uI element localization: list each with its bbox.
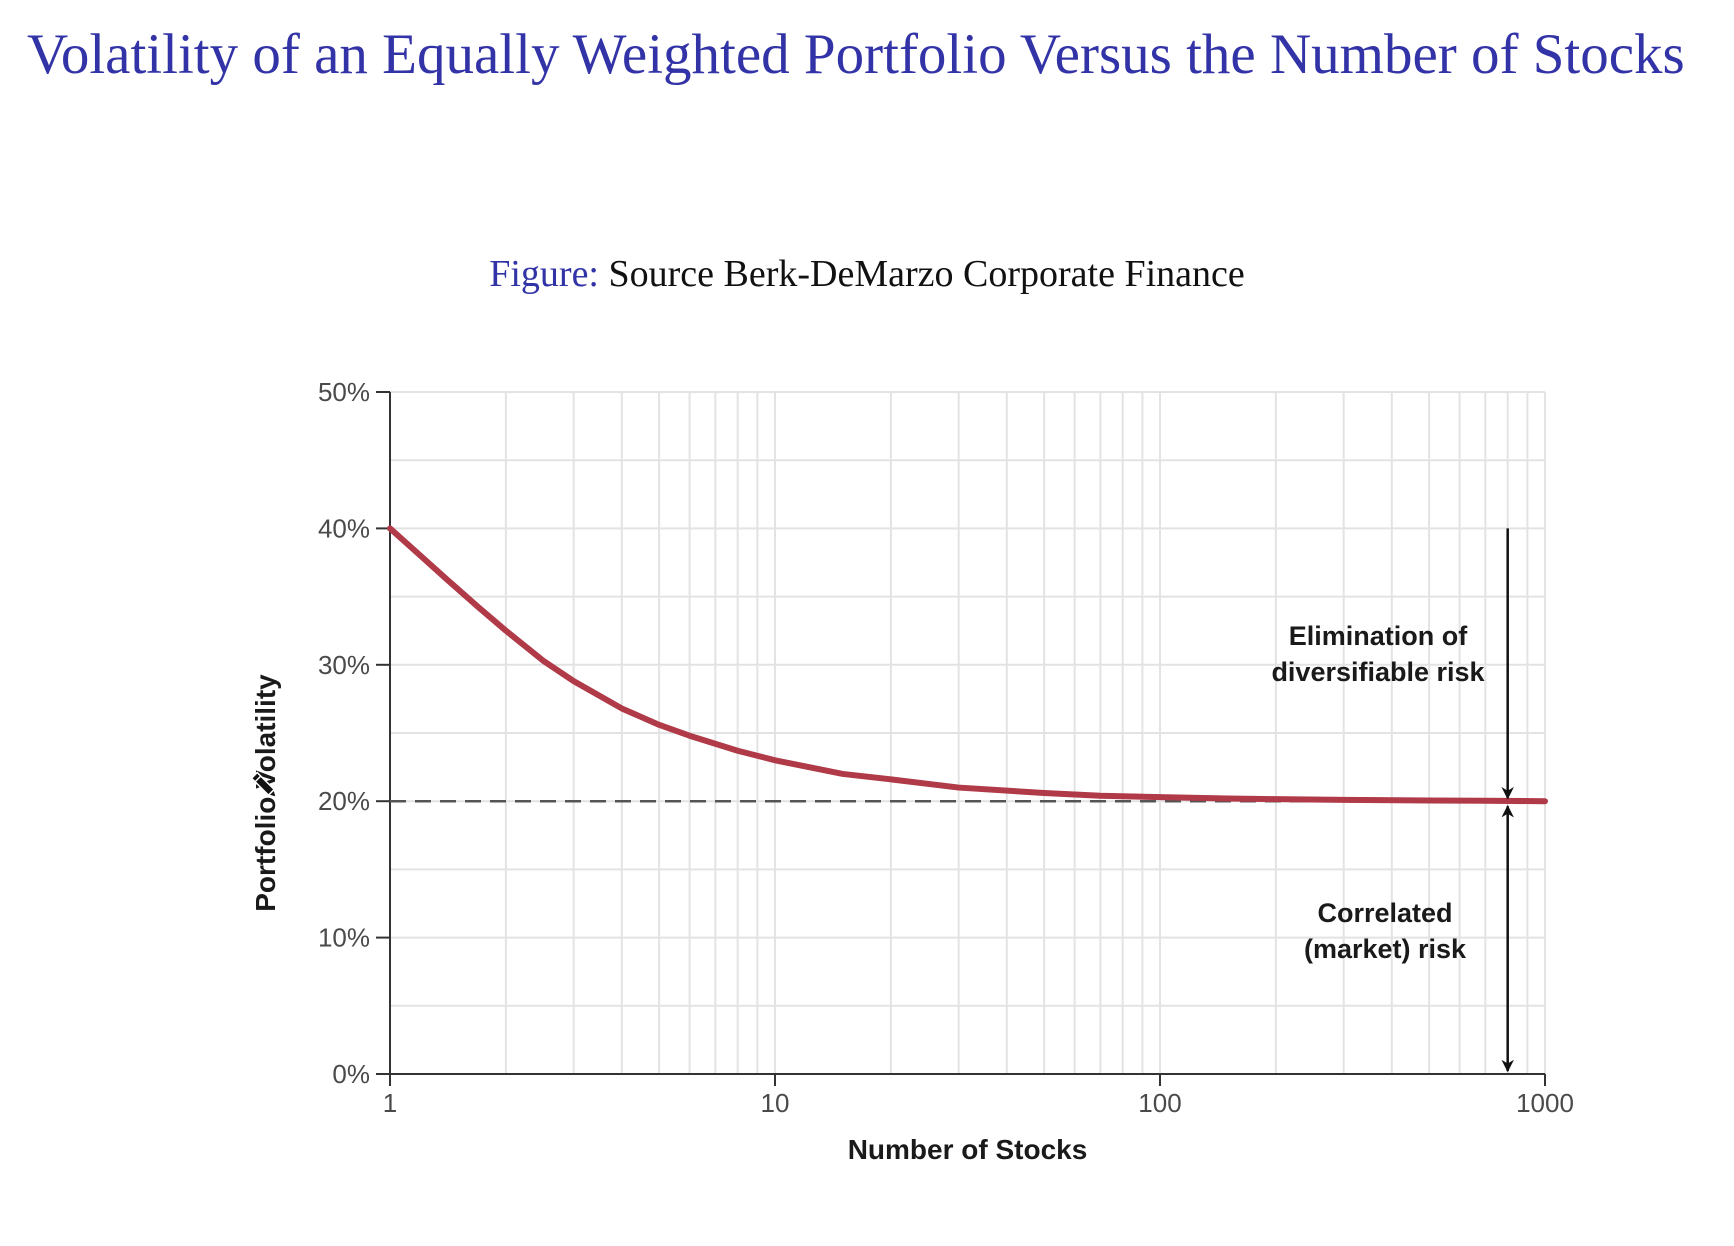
annotation-label: Correlated: [1317, 898, 1452, 928]
x-tick-label: 100: [1138, 1088, 1181, 1118]
y-tick-label: 40%: [318, 513, 370, 543]
y-tick-label: 0%: [332, 1059, 370, 1089]
x-tick-label: 1000: [1516, 1088, 1574, 1118]
pencil-icon: [250, 771, 278, 799]
y-tick-label: 20%: [318, 786, 370, 816]
x-tick-label: 10: [761, 1088, 790, 1118]
annotation-label: (market) risk: [1304, 934, 1467, 964]
figure-caption: Figure: Source Berk-DeMarzo Corporate Fi…: [0, 252, 1734, 296]
x-tick-label: 1: [383, 1088, 397, 1118]
axis-labels: 0% 10% 20% 30% 40% 50% 1 10 100 1000 Number of Sto…: [250, 377, 1574, 1165]
annotation-label: diversifiable risk: [1271, 657, 1485, 687]
slide-title: Volatility of an Equally Weighted Portfo…: [27, 23, 1685, 86]
grid: [389, 391, 1546, 1075]
series: [387, 525, 1548, 805]
annotation-label: Elimination of: [1289, 621, 1469, 651]
axes: [376, 391, 1546, 1086]
y-tick-label: 50%: [318, 377, 370, 407]
y-tick-label: 30%: [318, 650, 370, 680]
annotations: Elimination of diversifiable risk Correlat…: [1271, 528, 1514, 1073]
caption-text: Source Berk-DeMarzo Corporate Finance: [599, 253, 1245, 295]
series-line: [387, 525, 1548, 805]
x-axis-title: Number of Stocks: [848, 1134, 1088, 1165]
y-tick-label: 10%: [318, 923, 370, 953]
caption-label: Figure:: [489, 253, 599, 295]
